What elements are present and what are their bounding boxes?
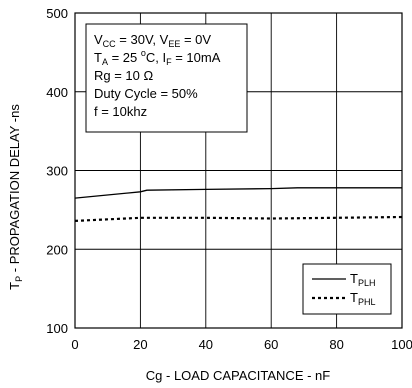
series-line-plh [74,187,402,199]
conditions-box-border [85,23,248,133]
y-axis-title-sub: P [14,276,24,282]
y-axis-title: TP - PROPAGATION DELAY -ns [7,104,24,290]
y-axis-title-rest: - PROPAGATION DELAY -ns [7,104,22,276]
y-axis-ticks: 100 200 300 400 500 [46,6,68,336]
conditions-line: TA = 25 oC, IF = 10mA [94,48,221,67]
y-tick-label: 300 [46,164,68,179]
conditions-line: Duty Cycle = 50% [94,86,198,101]
x-axis-ticks: 0 20 40 60 80 100 [71,337,412,352]
series-layer [74,187,403,222]
y-tick-label: 100 [46,321,68,336]
y-tick-label: 400 [46,85,68,100]
x-tick-label: 80 [329,337,343,352]
legend-label: TPLH [350,271,375,288]
legend: TPLH TPHL [302,263,392,315]
conditions-line: f = 10khz [94,104,147,119]
x-tick-label: 20 [133,337,147,352]
conditions-line: Rg = 10 Ω [94,68,154,83]
y-tick-label: 200 [46,242,68,257]
series-line-phl [74,215,403,222]
legend-box [302,263,392,315]
plot-frame [74,12,403,329]
x-axis-title: Cg - LOAD CAPACITANCE - nF [146,368,330,383]
x-tick-label: 0 [71,337,78,352]
y-tick-label: 500 [46,6,68,21]
x-tick-label: 100 [391,337,412,352]
legend-label: TPHL [350,290,375,307]
x-tick-label: 40 [199,337,213,352]
y-axis-title-t: T [7,282,22,290]
x-tick-label: 60 [264,337,278,352]
conditions-line: VCC = 30V, VEE = 0V [94,32,211,49]
